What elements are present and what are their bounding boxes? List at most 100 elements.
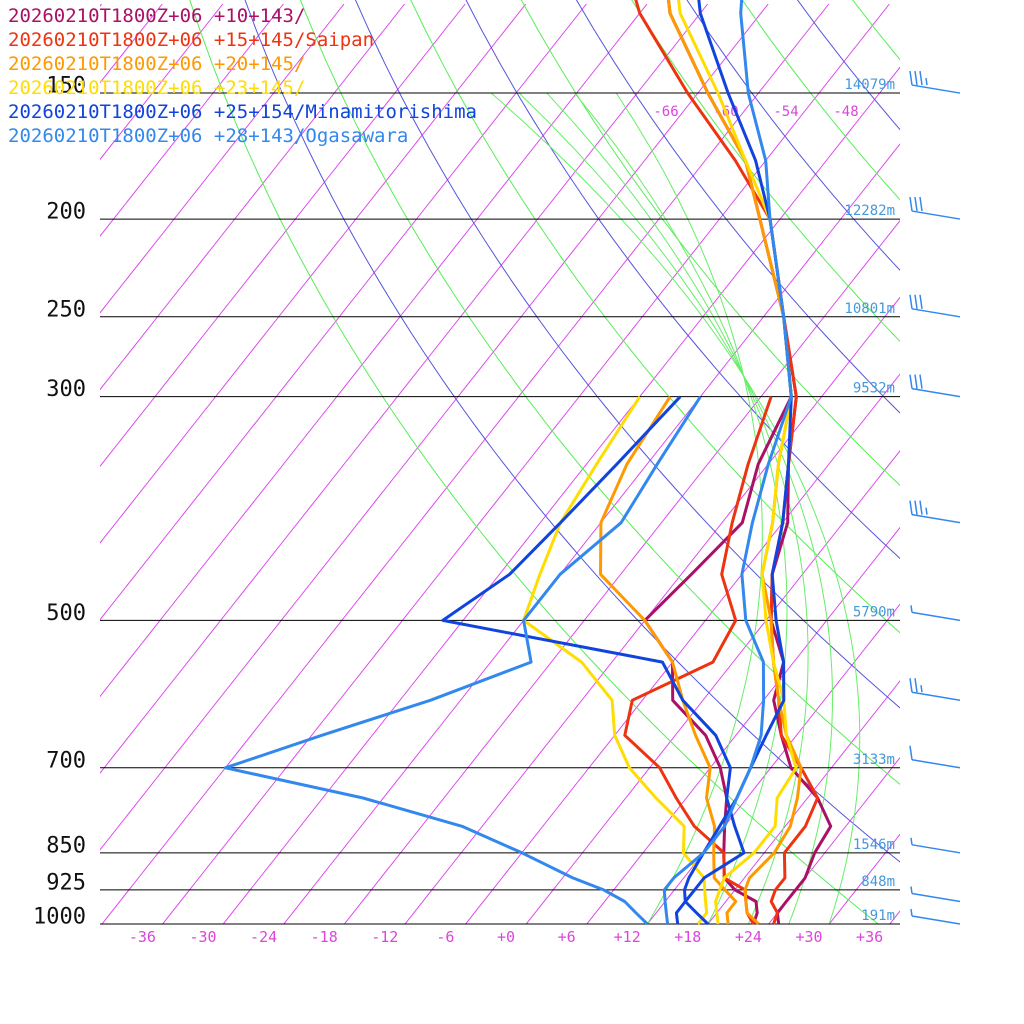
height-label: 10801m: [844, 301, 895, 317]
wind-barb-staff: [911, 210, 961, 220]
legend: 20260210T1800Z+06 +10+143/20260210T1800Z…: [8, 5, 477, 147]
wind-barb-staff: [911, 387, 961, 398]
wind-barb: [909, 70, 961, 94]
wind-barb-feather: [914, 374, 918, 389]
dewpoint-profile-2: [599, 395, 738, 925]
moist-adiabat-line: [518, 92, 833, 924]
dry-adiabat-line: [299, 0, 900, 785]
isotherm-line: [344, 219, 900, 924]
wind-barb-staff: [911, 915, 961, 925]
isotherm-line: [465, 373, 900, 924]
x-tick-label: +12: [614, 928, 641, 946]
isotherm-line: [100, 3, 587, 621]
wind-barb-feather: [909, 70, 913, 86]
wind-barb-staff: [911, 844, 961, 854]
sounding-series: [223, 0, 833, 926]
wind-barb-half-feather: [920, 685, 923, 693]
isotherm-line: [100, 3, 648, 698]
x-tick-label: +0: [497, 928, 515, 946]
x-tick-label: -30: [189, 928, 216, 946]
pressure-label: 150: [46, 74, 86, 99]
wind-barb-feather: [909, 196, 913, 212]
wind-barb: [909, 745, 961, 769]
isotherm-line: [1011, 4, 1024, 924]
dry-adiabat-line: [354, 0, 900, 709]
pressure-label: 500: [46, 601, 86, 626]
dewpoint-profile-5: [223, 395, 702, 926]
wind-barb-feather: [909, 374, 913, 389]
wind-barb-half-feather: [925, 507, 928, 515]
isotherm-line: [100, 3, 405, 391]
isotherm-line: [101, 3, 830, 924]
wind-barb-feather: [909, 678, 913, 693]
dry-adiabat-line: [244, 0, 900, 863]
wind-barbs: [909, 70, 961, 925]
wind-barb-half-feather: [910, 908, 913, 917]
height-label: 191m: [861, 908, 895, 924]
isotherm-line: [768, 756, 900, 924]
dry-adiabat-line: [189, 0, 880, 924]
isotherm-line: [100, 3, 284, 237]
x-tick-label: +6: [558, 928, 576, 946]
wind-barb-staff: [911, 513, 961, 524]
wind-barb-feather: [919, 70, 923, 86]
wind-barb-feather: [914, 678, 918, 693]
isotherm-line: [222, 66, 900, 924]
height-labels: 16455m14079m12282m10801m9532m5790m3133m1…: [844, 77, 895, 924]
isotherm-line: [100, 3, 527, 544]
isotherm-line: [586, 526, 900, 924]
moist-adiabat-line: [491, 92, 861, 924]
moist-adiabat-line: [546, 92, 809, 924]
dry-adiabat-line: [852, 0, 900, 61]
wind-barb-feather: [919, 294, 923, 309]
isotherm-line: [828, 833, 900, 924]
isotherm-line: [889, 910, 900, 924]
wind-barb-staff: [911, 611, 961, 622]
wind-barb: [910, 908, 961, 925]
pressure-label: 925: [46, 870, 86, 895]
temperature-profile-1: [634, 0, 820, 925]
isotherm-line: [100, 3, 769, 851]
x-tick-label: +18: [674, 928, 701, 946]
wind-barb-half-feather: [925, 77, 928, 86]
height-label: 3133m: [853, 752, 895, 768]
wind-barb-staff: [911, 84, 961, 94]
x-tick-label: -12: [371, 928, 398, 946]
legend-entry: 20260210T1800Z+06 +20+145/: [8, 53, 305, 75]
legend-entry: 20260210T1800Z+06 +28+143/Ogasawara: [8, 125, 408, 147]
isotherm-line: [162, 3, 890, 924]
pressure-label: 250: [46, 297, 86, 322]
wind-barb-feather: [914, 294, 918, 309]
pressure-label: 1000: [33, 905, 86, 930]
wind-barb: [909, 196, 961, 220]
wind-barb: [910, 886, 961, 903]
wind-barb: [909, 678, 961, 701]
x-tick-label: +24: [735, 928, 762, 946]
height-label: 848m: [861, 874, 895, 890]
isotherm-line: [647, 603, 900, 924]
wind-barb-staff: [911, 759, 961, 769]
wind-barb-feather: [909, 500, 913, 515]
wind-barb: [909, 374, 961, 398]
legend-entry: 20260210T1800Z+06 +10+143/: [8, 5, 305, 27]
moist-adiabat-label: -66: [653, 104, 678, 120]
wind-barb-feather: [909, 745, 913, 760]
temperature-profile-5: [662, 0, 793, 925]
wind-barb-feather: [909, 294, 913, 309]
isotherm-line: [950, 4, 1024, 924]
wind-barb: [910, 605, 961, 622]
wind-barb-staff: [911, 691, 961, 701]
isotherm-line: [100, 3, 466, 468]
pressure-label: 850: [46, 833, 86, 858]
wind-barb-feather: [919, 374, 923, 389]
wind-barb: [909, 500, 961, 524]
x-tick-label: -18: [311, 928, 338, 946]
x-tick-label: +30: [795, 928, 822, 946]
wind-barb-staff: [911, 892, 961, 903]
pressure-labels: 1001502002503005007008509251000: [33, 74, 86, 930]
legend-entry: 20260210T1800Z+06 +23+145/: [8, 77, 305, 99]
wind-barb-feather: [919, 196, 923, 212]
x-axis-tick-labels: -36 -30 -24 -18 -12 -6 +0 +6 +12 +18 +24 +30 +36: [129, 928, 883, 946]
moist-adiabat-label: -48: [833, 104, 858, 120]
x-tick-label: +36: [856, 928, 883, 946]
